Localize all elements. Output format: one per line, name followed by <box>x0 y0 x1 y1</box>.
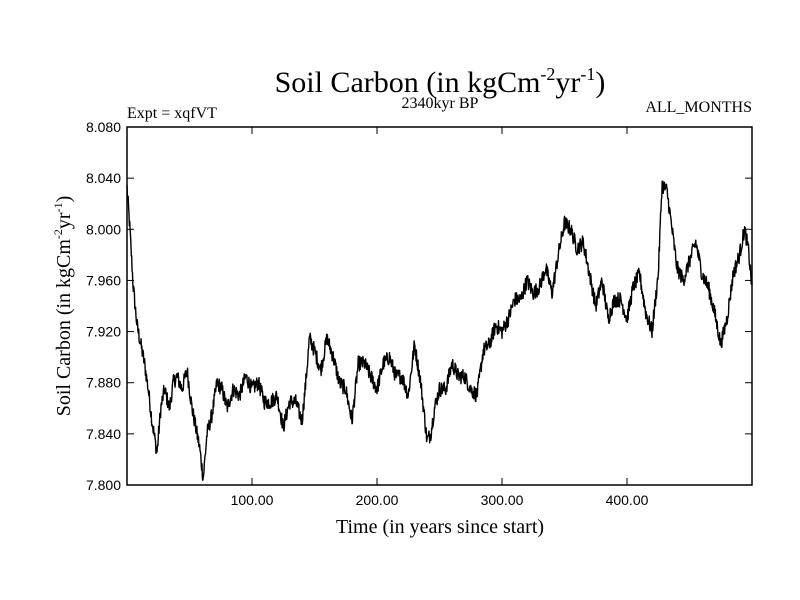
chart-title-end: ) <box>595 66 605 99</box>
y-axis: 7.800 7.840 7.880 7.920 7.960 8.000 8.040 8.080 <box>86 119 752 493</box>
series-line-soil-carbon <box>126 180 753 481</box>
plot-frame <box>126 126 753 486</box>
x-axis: 100.00 200.00 300.00 400.00 <box>231 127 649 508</box>
period-label: 2340kyr BP <box>402 95 479 112</box>
chart-title-sup2: -1 <box>580 64 595 84</box>
y-label-sup1: -2 <box>51 229 65 239</box>
y-tick-label: 8.040 <box>86 170 121 186</box>
x-tick-label: 100.00 <box>231 492 274 508</box>
y-tick-label: 7.960 <box>86 272 121 288</box>
x-tick-label: 400.00 <box>606 492 649 508</box>
experiment-label: Expt = xqfVT <box>127 105 217 122</box>
x-axis-label: Time (in years since start) <box>336 516 544 538</box>
chart-title: Soil Carbon (in kgCm-2yr-1) <box>275 64 606 99</box>
y-tick-label: 8.080 <box>86 119 121 135</box>
y-tick-label: 7.800 <box>86 477 121 493</box>
y-tick-label: 8.000 <box>86 221 121 237</box>
y-tick-label: 7.920 <box>86 324 121 340</box>
chart-title-main: Soil Carbon (in kgCm <box>275 66 541 99</box>
series-layer <box>126 180 753 481</box>
y-label-main: Soil Carbon (in kgCm <box>53 239 75 417</box>
chart-title-mid: yr <box>555 66 580 99</box>
chart-title-sup1: -2 <box>540 64 555 84</box>
x-tick-label: 200.00 <box>356 492 399 508</box>
y-axis-label: Soil Carbon (in kgCm-2yr-1) <box>51 196 75 417</box>
y-label-sup2: -1 <box>51 202 65 212</box>
y-tick-label: 7.880 <box>86 375 121 391</box>
months-label: ALL_MONTHS <box>645 99 752 116</box>
y-label-end: ) <box>53 196 75 203</box>
y-label-mid: yr <box>53 212 75 229</box>
x-tick-label: 300.00 <box>481 492 524 508</box>
y-tick-label: 7.840 <box>86 426 121 442</box>
